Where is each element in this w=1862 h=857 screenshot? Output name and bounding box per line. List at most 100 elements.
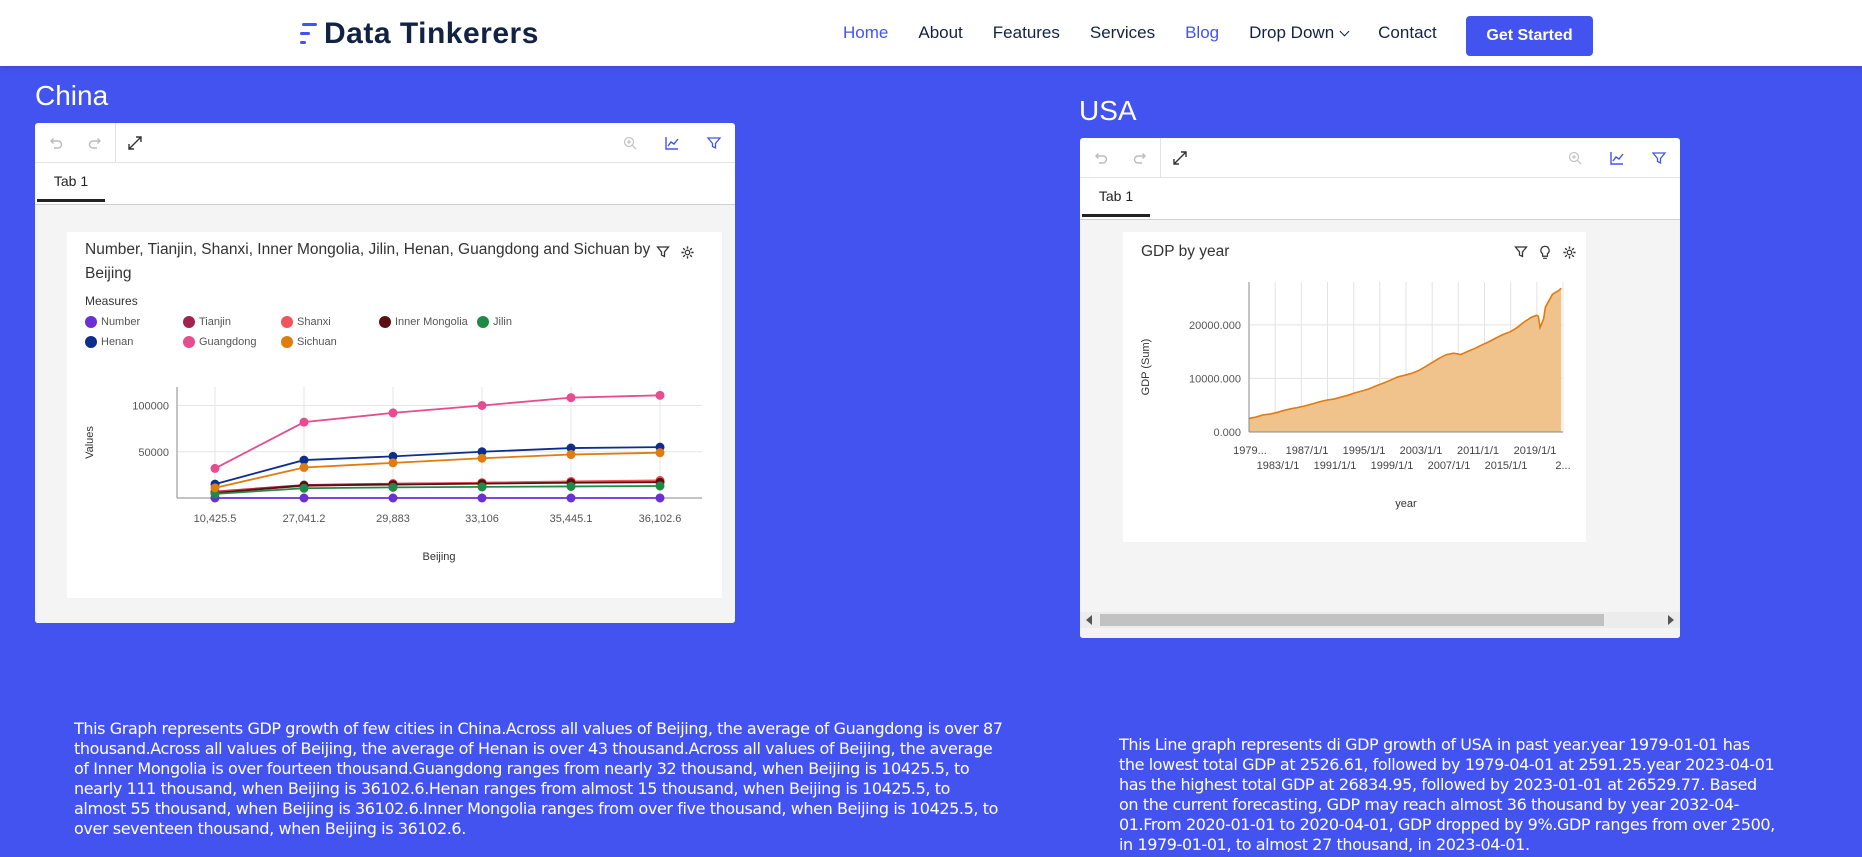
tab-1[interactable]: Tab 1 <box>1082 178 1150 217</box>
undo-icon[interactable] <box>46 133 66 153</box>
china-chart-card: Number, Tianjin, Shanxi, Inner Mongolia,… <box>67 232 722 598</box>
data-point <box>388 458 398 468</box>
usa-toolbar <box>1080 138 1680 178</box>
nav-services[interactable]: Services <box>1089 23 1156 42</box>
y-tick-label: 50000 <box>138 447 169 459</box>
filter-icon[interactable] <box>704 133 724 153</box>
legend-swatch <box>183 336 195 348</box>
tab-1[interactable]: Tab 1 <box>37 163 105 202</box>
legend-swatch <box>477 316 489 328</box>
nav-contact[interactable]: Contact <box>1378 23 1437 42</box>
data-point <box>655 390 665 400</box>
filter-icon[interactable] <box>651 242 675 262</box>
legend-item[interactable]: Guangdong <box>183 332 281 352</box>
series-line <box>214 394 661 470</box>
legend-item[interactable]: Sichuan <box>281 332 379 352</box>
data-point <box>566 493 576 503</box>
y-tick-label: 100000 <box>132 401 169 413</box>
series-line <box>214 481 661 494</box>
horizontal-scrollbar[interactable] <box>1080 612 1680 628</box>
x-tick-label: 2011/1/1 <box>1457 445 1499 457</box>
nav-dropdown-label: Drop Down <box>1249 23 1335 42</box>
zoom-icon[interactable] <box>1565 148 1585 168</box>
legend-swatch <box>379 316 391 328</box>
legend-item[interactable]: Inner Mongolia <box>379 312 477 332</box>
nav-about[interactable]: About <box>918 23 963 42</box>
nav-blog[interactable]: Blog <box>1185 23 1220 42</box>
usa-area-chart: 0.000 10000.000 20000.000 1979... 1987/1/1 19… <box>1140 282 1571 510</box>
filter-icon[interactable] <box>1649 148 1669 168</box>
legend-swatch <box>281 336 293 348</box>
redo-icon[interactable] <box>85 133 105 153</box>
chart-type-icon[interactable] <box>662 133 682 153</box>
data-point <box>388 408 398 418</box>
nav-home[interactable]: Home <box>843 23 889 42</box>
x-tick-label: 2007/1/1 <box>1428 460 1471 472</box>
usa-tabbar: Tab 1 <box>1080 178 1680 220</box>
china-description: This Graph represents GDP growth of few … <box>74 719 1003 838</box>
data-point <box>566 450 576 460</box>
data-point <box>477 447 487 457</box>
data-point <box>299 493 309 503</box>
legend-label: Number <box>101 316 141 328</box>
x-tick-label: 2019/1/1 <box>1514 445 1557 457</box>
lightbulb-icon[interactable] <box>1533 242 1557 262</box>
usa-panel-body: GDP by year 0.000 10000.000 20000.000 1979.… <box>1080 220 1680 638</box>
legend-swatch <box>85 316 97 328</box>
data-point <box>566 393 576 403</box>
scroll-thumb[interactable] <box>1100 614 1604 626</box>
y-axis-label: Values <box>84 426 96 459</box>
x-axis-label: Beijing <box>422 551 455 563</box>
x-tick-label: 33,106 <box>465 513 499 525</box>
data-point <box>477 401 487 410</box>
scroll-right-icon[interactable] <box>1668 615 1674 625</box>
legend-swatch <box>85 336 97 348</box>
series-line <box>1248 287 1562 420</box>
x-tick-label: 2003/1/1 <box>1400 445 1443 457</box>
x-tick-label: 35,445.1 <box>550 513 593 525</box>
legend-item[interactable]: Jilin <box>477 312 575 332</box>
zoom-icon[interactable] <box>620 133 640 153</box>
x-axis-label: year <box>1395 498 1417 510</box>
x-tick-label: 1991/1/1 <box>1314 460 1357 472</box>
legend-label: Sichuan <box>297 336 337 348</box>
legend-label: Jilin <box>493 316 512 328</box>
x-tick-label: 1979... <box>1233 445 1267 457</box>
undo-icon[interactable] <box>1091 148 1111 168</box>
legend-item[interactable]: Tianjin <box>183 312 281 332</box>
usa-panel: Tab 1 GDP by year 0.000 10000.000 20000.00… <box>1080 138 1680 638</box>
settings-icon[interactable] <box>675 242 699 262</box>
nav-features[interactable]: Features <box>992 23 1060 42</box>
china-toolbar <box>35 123 735 163</box>
data-point <box>566 443 576 453</box>
redo-icon[interactable] <box>1130 148 1150 168</box>
series-line <box>214 485 661 495</box>
area-fill <box>1249 288 1562 432</box>
data-point <box>299 417 309 427</box>
x-tick-label: 1995/1/1 <box>1343 445 1386 457</box>
expand-icon[interactable] <box>1170 148 1190 168</box>
scroll-left-icon[interactable] <box>1086 615 1092 625</box>
legend-item[interactable]: Number <box>85 312 183 332</box>
legend-swatch <box>183 316 195 328</box>
legend-item[interactable]: Henan <box>85 332 183 352</box>
data-point <box>388 482 398 492</box>
x-tick-label: 36,102.6 <box>639 513 682 525</box>
brand-logo[interactable]: Data Tinkerers <box>296 17 539 51</box>
get-started-button[interactable]: Get Started <box>1466 16 1593 56</box>
legend-label: Inner Mongolia <box>395 316 468 328</box>
nav-dropdown[interactable]: Drop Down <box>1249 23 1350 43</box>
filter-icon[interactable] <box>1509 242 1533 262</box>
legend-item[interactable]: Shanxi <box>281 312 379 332</box>
top-navbar: Data Tinkerers Home About Features Servi… <box>0 0 1862 66</box>
chart-type-icon[interactable] <box>1607 148 1627 168</box>
legend-items: Number Tianjin Shanxi Inner Mongolia Jilin He… <box>85 312 605 352</box>
expand-icon[interactable] <box>125 133 145 153</box>
china-section-title: China <box>35 80 109 111</box>
data-point <box>299 483 309 493</box>
x-tick-label: 27,041.2 <box>283 513 326 525</box>
settings-icon[interactable] <box>1557 242 1581 262</box>
data-point <box>210 483 220 493</box>
x-tick-label: 10,425.5 <box>194 513 237 525</box>
brand-name: Data Tinkerers <box>324 17 539 50</box>
